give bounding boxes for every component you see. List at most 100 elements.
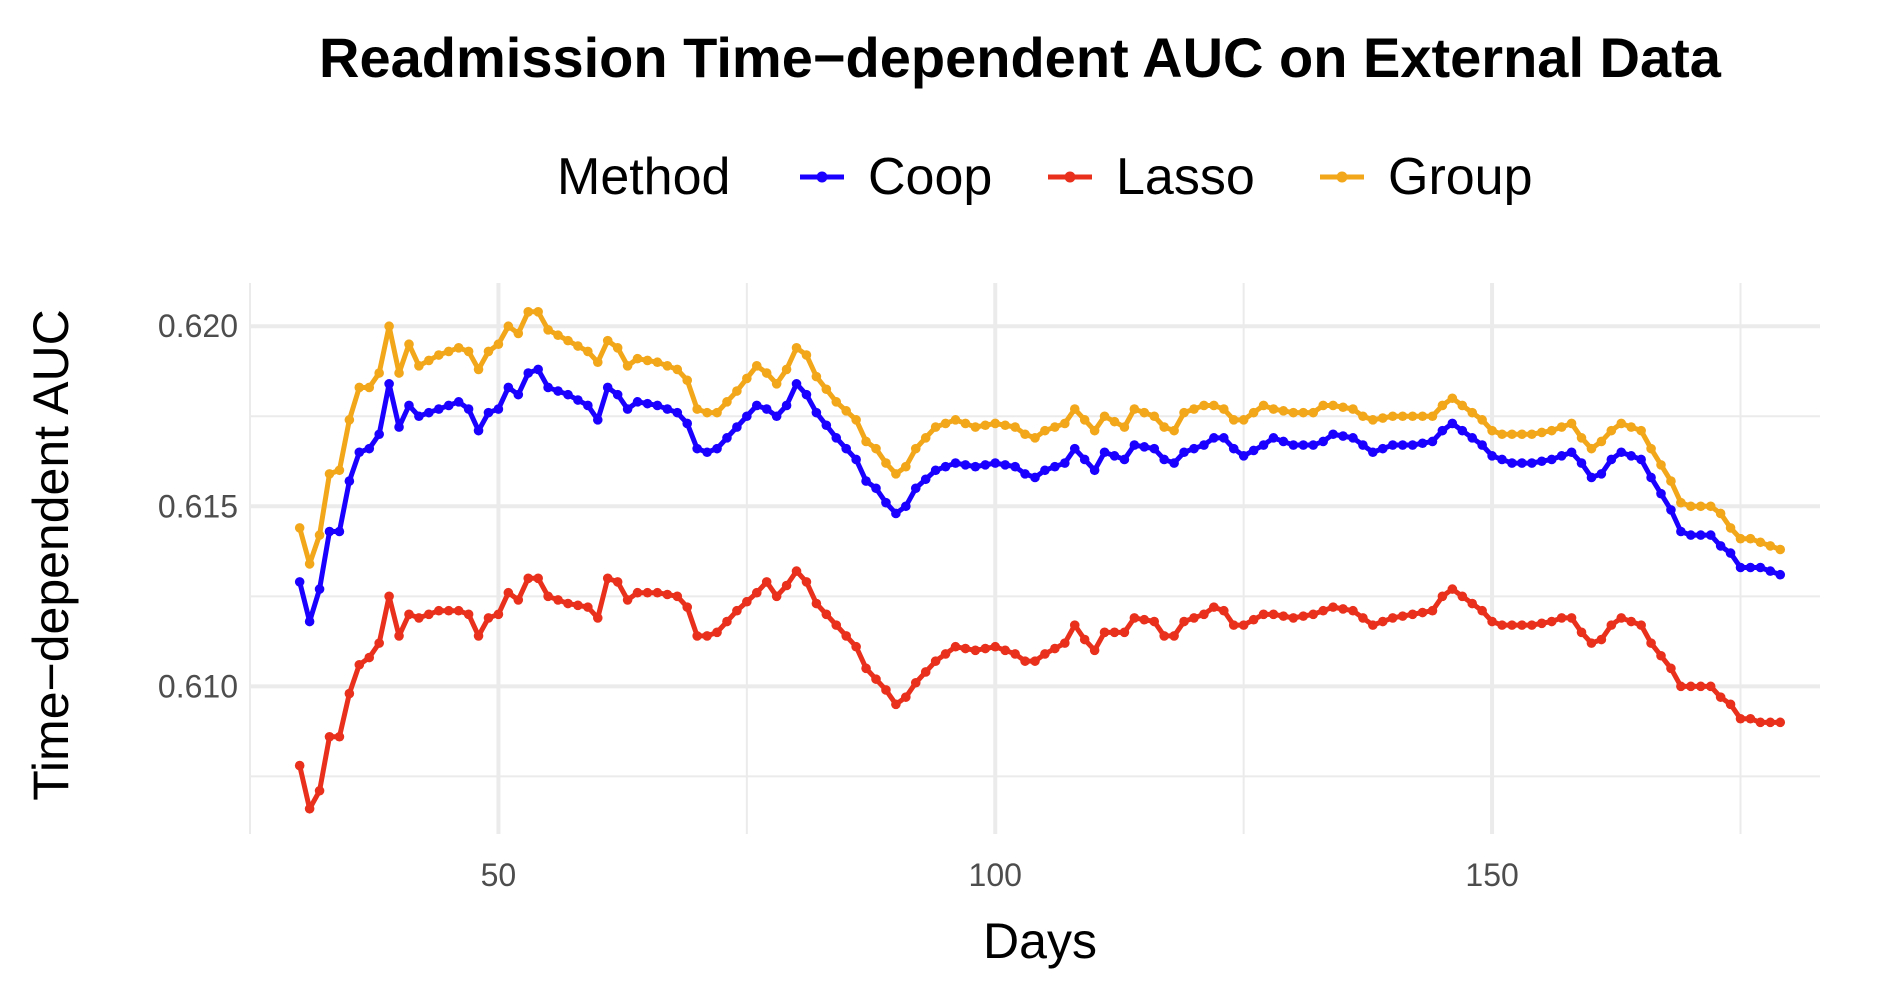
data-point xyxy=(1497,429,1507,440)
data-point xyxy=(950,415,961,425)
data-point xyxy=(1745,533,1756,544)
data-point xyxy=(1129,613,1140,623)
data-point xyxy=(1238,620,1249,630)
data-point xyxy=(662,589,673,600)
legend-label: Group xyxy=(1388,148,1533,206)
data-point xyxy=(1318,400,1328,411)
data-point xyxy=(563,335,573,346)
data-point xyxy=(1636,620,1646,630)
data-point xyxy=(1437,400,1448,411)
data-point xyxy=(901,461,911,472)
data-point xyxy=(1040,465,1050,476)
data-point xyxy=(1040,649,1050,659)
data-point xyxy=(1507,429,1517,440)
data-point xyxy=(781,580,792,591)
data-point xyxy=(1755,562,1766,573)
data-point xyxy=(1308,609,1319,620)
data-point xyxy=(1000,645,1010,656)
data-point xyxy=(1258,400,1269,411)
data-point xyxy=(1686,501,1696,512)
data-point xyxy=(1238,451,1249,461)
data-point xyxy=(1536,427,1547,438)
data-point xyxy=(1507,458,1517,468)
data-point xyxy=(920,474,931,485)
legend-items: Coop Lasso Group xyxy=(800,148,1533,206)
data-point xyxy=(1517,620,1527,630)
data-point xyxy=(910,483,921,494)
data-point xyxy=(1775,544,1786,555)
data-point xyxy=(1248,614,1259,625)
data-point xyxy=(1318,605,1328,616)
data-point xyxy=(1636,425,1646,436)
data-point xyxy=(1477,440,1487,450)
data-point xyxy=(1000,460,1010,470)
data-point xyxy=(682,375,693,386)
data-point xyxy=(384,321,394,332)
data-point xyxy=(573,600,583,611)
data-point xyxy=(1765,566,1776,576)
data-point xyxy=(1338,431,1348,441)
data-point xyxy=(1050,461,1060,472)
data-point xyxy=(324,526,335,537)
data-point xyxy=(960,460,971,470)
y-tick-label: 0.615 xyxy=(158,488,238,524)
data-point xyxy=(1596,469,1607,479)
data-point xyxy=(434,605,444,616)
data-point xyxy=(1616,418,1627,429)
data-point xyxy=(1219,605,1229,616)
legend-item-lasso: Lasso xyxy=(1048,148,1255,206)
data-point xyxy=(1626,451,1636,461)
data-point xyxy=(394,631,404,641)
data-point xyxy=(1377,616,1388,627)
data-point xyxy=(1626,422,1636,432)
data-point xyxy=(1268,609,1279,620)
data-point xyxy=(742,596,752,607)
data-point xyxy=(1556,451,1567,461)
data-point xyxy=(463,609,474,620)
data-point xyxy=(1258,440,1269,450)
data-point xyxy=(1705,501,1716,512)
data-point xyxy=(1099,447,1110,458)
data-point xyxy=(424,355,434,366)
data-point xyxy=(1010,422,1020,432)
data-point xyxy=(761,577,772,587)
data-point xyxy=(1517,458,1527,468)
data-point xyxy=(642,587,653,598)
data-point xyxy=(1666,505,1676,515)
data-point xyxy=(1695,681,1706,692)
data-point xyxy=(891,699,901,710)
data-point xyxy=(334,526,345,537)
data-point xyxy=(831,433,842,443)
data-point xyxy=(1646,443,1656,454)
data-point xyxy=(543,591,553,602)
data-point xyxy=(851,641,861,652)
data-point xyxy=(563,389,573,400)
data-point xyxy=(344,476,355,486)
data-point xyxy=(1149,411,1160,422)
legend-label: Lasso xyxy=(1116,148,1255,206)
data-point xyxy=(1308,407,1319,418)
data-point xyxy=(543,325,553,335)
data-point xyxy=(1348,404,1358,414)
data-point xyxy=(940,418,951,429)
data-point xyxy=(642,355,653,366)
data-point xyxy=(602,382,613,393)
data-point xyxy=(702,407,712,418)
data-point xyxy=(1149,443,1160,454)
data-point xyxy=(1477,605,1487,616)
data-point xyxy=(1020,429,1030,440)
data-point xyxy=(1318,436,1328,447)
data-point xyxy=(294,523,305,533)
data-point xyxy=(1129,440,1140,450)
data-point xyxy=(374,429,384,440)
data-point xyxy=(334,465,345,476)
data-point xyxy=(1427,605,1438,616)
data-point xyxy=(404,339,414,350)
data-point xyxy=(533,364,543,375)
data-point xyxy=(364,443,375,454)
y-axis-title: Time−dependent AUC xyxy=(23,309,79,801)
data-point xyxy=(1079,634,1090,645)
data-point xyxy=(533,307,543,317)
data-point xyxy=(523,307,534,317)
data-point xyxy=(1755,537,1766,548)
